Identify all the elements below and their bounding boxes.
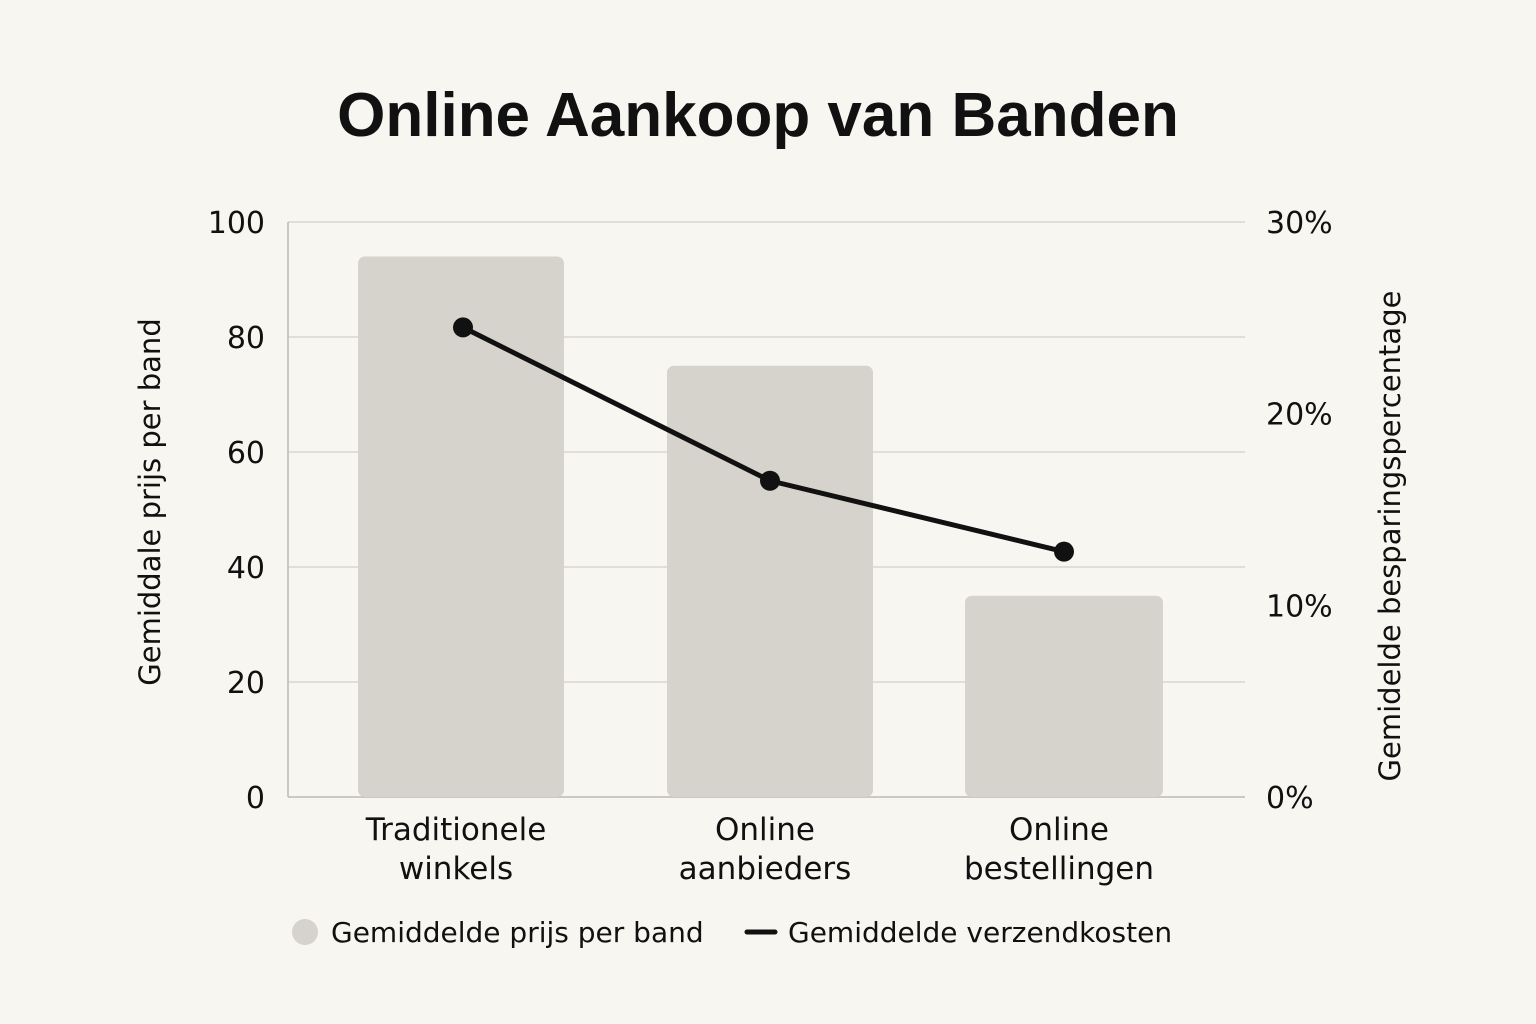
legend: Gemiddelde prijs per band Gemiddelde verz…: [292, 916, 1172, 949]
y2-tick-label: 30%: [1266, 206, 1333, 241]
x-axis: Traditionele winkels Online aanbieders Onlin…: [365, 812, 1154, 887]
y-tick-label: 60: [227, 436, 265, 471]
x-tick-label: Online aanbieders: [679, 812, 852, 887]
legend-swatch-bar: [292, 919, 318, 945]
y-tick-label: 80: [227, 321, 265, 356]
y-tick-label: 0: [246, 781, 265, 816]
y2-tick-label: 20%: [1266, 398, 1333, 433]
x-tick-label: Online bestellingen: [964, 812, 1154, 887]
y-tick-label: 40: [227, 551, 265, 586]
bar: [358, 256, 564, 797]
legend-label: Gemiddelde prijs per band: [331, 916, 704, 949]
y2-axis-label: Gemidelde besparingspercentage: [1373, 291, 1407, 782]
y2-tick-label: 10%: [1266, 589, 1333, 624]
line-point: [453, 317, 473, 338]
y-tick-label: 100: [208, 206, 265, 241]
y2-tick-label: 0%: [1266, 781, 1314, 816]
y-tick-label: 20: [227, 666, 265, 701]
chart-title: Online Aankoop van Banden: [337, 81, 1179, 150]
bar: [667, 365, 873, 797]
y-axis-label: Gemiddale prijs per band: [133, 318, 167, 685]
bar: [965, 595, 1163, 797]
legend-label: Gemiddelde verzendkosten: [788, 916, 1172, 949]
line-point: [1054, 541, 1074, 562]
y-axis-right: 0% 10% 20% 30%: [1266, 206, 1333, 816]
line-series: [453, 317, 1074, 562]
bars: [358, 256, 1163, 797]
y-axis-left: 0 20 40 60 80 100: [208, 206, 265, 816]
line-point: [760, 470, 780, 491]
x-tick-label: Traditionele winkels: [365, 812, 547, 887]
